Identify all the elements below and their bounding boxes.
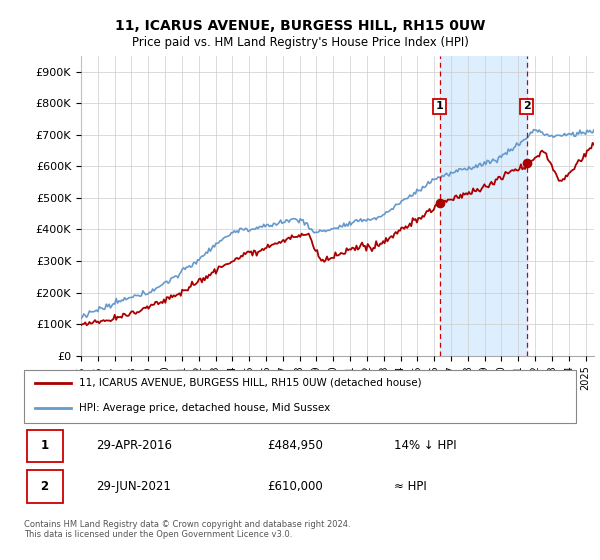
FancyBboxPatch shape bbox=[24, 370, 576, 423]
Text: £484,950: £484,950 bbox=[267, 440, 323, 452]
Text: 11, ICARUS AVENUE, BURGESS HILL, RH15 0UW (detached house): 11, ICARUS AVENUE, BURGESS HILL, RH15 0U… bbox=[79, 378, 422, 388]
FancyBboxPatch shape bbox=[27, 470, 62, 503]
Text: 14% ↓ HPI: 14% ↓ HPI bbox=[394, 440, 457, 452]
Text: 2: 2 bbox=[523, 101, 530, 111]
Text: 1: 1 bbox=[436, 101, 443, 111]
Text: ≈ HPI: ≈ HPI bbox=[394, 480, 427, 493]
Bar bbox=[440, 56, 527, 356]
Text: HPI: Average price, detached house, Mid Sussex: HPI: Average price, detached house, Mid … bbox=[79, 403, 331, 413]
Text: 11, ICARUS AVENUE, BURGESS HILL, RH15 0UW: 11, ICARUS AVENUE, BURGESS HILL, RH15 0U… bbox=[115, 19, 485, 33]
Text: 29-APR-2016: 29-APR-2016 bbox=[96, 440, 172, 452]
Text: 2: 2 bbox=[40, 480, 49, 493]
Text: Contains HM Land Registry data © Crown copyright and database right 2024.
This d: Contains HM Land Registry data © Crown c… bbox=[24, 520, 350, 539]
Text: 29-JUN-2021: 29-JUN-2021 bbox=[96, 480, 170, 493]
FancyBboxPatch shape bbox=[27, 430, 62, 462]
Text: 1: 1 bbox=[40, 440, 49, 452]
Text: Price paid vs. HM Land Registry's House Price Index (HPI): Price paid vs. HM Land Registry's House … bbox=[131, 36, 469, 49]
Text: £610,000: £610,000 bbox=[267, 480, 323, 493]
